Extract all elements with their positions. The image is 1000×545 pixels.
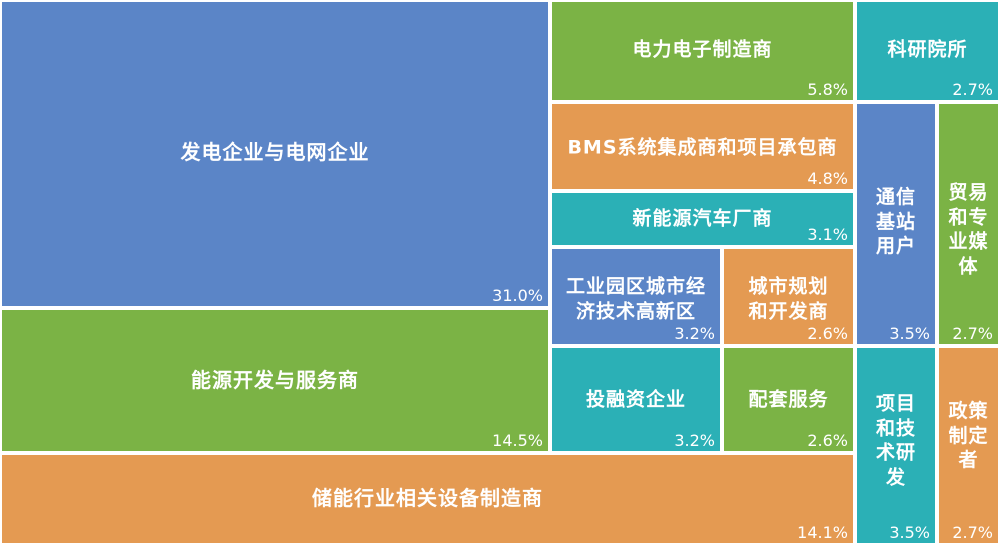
treemap-tile-label: 城市规划 和开发商 xyxy=(728,274,849,323)
treemap-tile-value: 3.5% xyxy=(889,324,930,343)
treemap-tile-label-line: 城市规划 xyxy=(748,275,829,298)
treemap-tile-value: 31.0% xyxy=(492,286,543,305)
treemap-tile-label-line: 和专 xyxy=(948,206,989,229)
treemap-tile-label: 能源开发与服务商 xyxy=(6,367,544,393)
treemap-tile-value: 14.5% xyxy=(492,431,543,450)
treemap-tile-label-line: 用户 xyxy=(875,235,916,258)
treemap-tile-value: 3.1% xyxy=(807,225,848,244)
treemap-tile-value: 2.7% xyxy=(952,80,993,99)
treemap-tile-label-line: 发电企业与电网企业 xyxy=(180,140,370,164)
treemap-tile-research-institutes: 科研院所 2.7% xyxy=(855,0,1000,102)
treemap-tile-value: 3.5% xyxy=(889,523,930,542)
treemap-tile-label: 电力电子制造商 xyxy=(556,38,849,63)
treemap-tile-label: 工业园区城市经 济技术高新区 xyxy=(556,274,716,323)
treemap-tile-investment: 投融资企业 3.2% xyxy=(550,346,722,453)
treemap-tile-label-line: 储能行业相关设备制造商 xyxy=(312,486,543,510)
treemap-tile-label: 项目 和技 术研发 xyxy=(861,392,931,491)
treemap-tile-label: 科研院所 xyxy=(861,38,994,63)
treemap-tile-label: 新能源汽车厂商 xyxy=(556,207,849,232)
treemap-tile-label-line: 济技术高新区 xyxy=(575,300,696,322)
treemap-tile-label-line: 基站 xyxy=(875,210,916,233)
treemap-tile-label-line: 投融资企业 xyxy=(585,388,686,411)
treemap-tile-label-line: 工业园区城市经 xyxy=(565,275,706,298)
treemap-tile-label-line: 能源开发与服务商 xyxy=(191,368,359,392)
treemap-tile-label-line: 和技 xyxy=(875,417,916,440)
treemap-tile-label-line: 政策 xyxy=(948,399,989,422)
treemap-tile-label-line: 术研 xyxy=(875,442,916,464)
treemap-tile-project-tech-rd: 项目 和技 术研发 3.5% xyxy=(855,346,937,545)
treemap-tile-storage-equip: 储能行业相关设备制造商 14.1% xyxy=(0,453,855,545)
treemap-tile-label: BMS系统集成商和项目承包商 xyxy=(556,136,849,161)
treemap-tile-label-line: 发 xyxy=(885,466,906,489)
treemap-tile-telecom-base-station: 通信 基站 用户 3.5% xyxy=(855,102,937,346)
treemap-tile-value: 2.7% xyxy=(952,324,993,343)
treemap-tile-label-line: BMS系统集成商和项目承包商 xyxy=(567,136,838,159)
treemap-tile-support-services: 配套服务 2.6% xyxy=(722,346,855,453)
treemap-tile-label-line: 制定 xyxy=(948,424,989,447)
treemap-tile-label: 投融资企业 xyxy=(556,388,716,413)
treemap-tile-trade-media: 贸易 和专 业媒体 2.7% xyxy=(937,102,1000,346)
treemap-tile-label: 发电企业与电网企业 xyxy=(6,139,544,165)
treemap-tile-power-gen-grid: 发电企业与电网企业 31.0% xyxy=(0,0,550,308)
treemap-tile-label-line: 体 xyxy=(958,255,979,278)
treemap-tile-value: 4.8% xyxy=(807,169,848,188)
treemap-tile-label-line: 电力电子制造商 xyxy=(632,38,773,61)
treemap-tile-label-line: 通信 xyxy=(875,185,916,208)
treemap-tile-label-line: 项目 xyxy=(875,392,916,415)
treemap-tile-value: 5.8% xyxy=(807,80,848,99)
treemap-tile-value: 2.6% xyxy=(807,324,848,343)
treemap-tile-power-electronics: 电力电子制造商 5.8% xyxy=(550,0,855,102)
treemap-tile-industrial-park: 工业园区城市经 济技术高新区 3.2% xyxy=(550,247,722,346)
treemap-tile-label: 储能行业相关设备制造商 xyxy=(6,485,849,511)
treemap-tile-value: 2.6% xyxy=(807,431,848,450)
treemap-tile-value: 14.1% xyxy=(797,523,848,542)
treemap-tile-label: 通信 基站 用户 xyxy=(861,185,931,259)
treemap-tile-label-line: 和开发商 xyxy=(748,300,829,322)
treemap-tile-bms: BMS系统集成商和项目承包商 4.8% xyxy=(550,102,855,191)
treemap-tile-label-line: 者 xyxy=(958,449,979,472)
treemap-tile-label: 配套服务 xyxy=(728,388,849,413)
treemap-tile-label-line: 科研院所 xyxy=(887,38,968,61)
treemap-tile-value: 2.7% xyxy=(952,523,993,542)
treemap-tile-policy-makers: 政策 制定者 2.7% xyxy=(937,346,1000,545)
treemap-tile-urban-planning: 城市规划 和开发商 2.6% xyxy=(722,247,855,346)
treemap-tile-label-line: 业媒 xyxy=(948,231,989,253)
treemap-tile-label-line: 配套服务 xyxy=(748,388,829,411)
treemap-tile-label-line: 新能源汽车厂商 xyxy=(632,207,773,230)
treemap-tile-energy-dev: 能源开发与服务商 14.5% xyxy=(0,308,550,453)
treemap-tile-label-line: 贸易 xyxy=(948,181,989,204)
treemap-tile-label: 贸易 和专 业媒体 xyxy=(943,181,994,280)
treemap-tile-nev: 新能源汽车厂商 3.1% xyxy=(550,191,855,247)
treemap-tile-value: 3.2% xyxy=(674,324,715,343)
treemap-tile-label: 政策 制定者 xyxy=(943,399,994,473)
treemap-tile-value: 3.2% xyxy=(674,431,715,450)
